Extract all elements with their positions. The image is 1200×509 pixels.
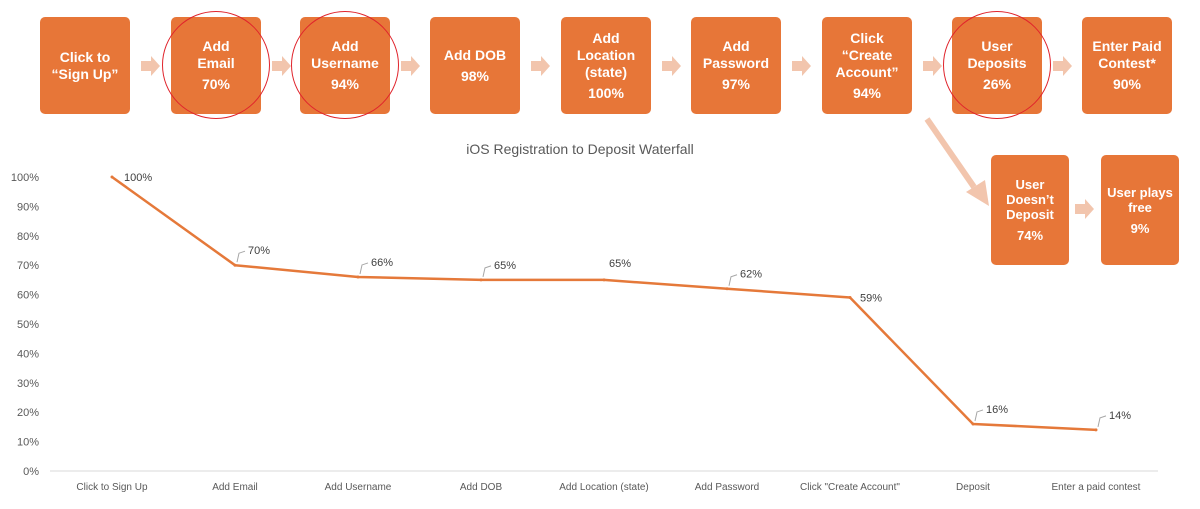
y-tick-label: 100% bbox=[11, 172, 39, 184]
data-point bbox=[725, 287, 729, 291]
y-tick-label: 40% bbox=[17, 348, 39, 360]
funnel-step: Add Location (state) 100% bbox=[561, 17, 651, 114]
leader-line bbox=[1097, 415, 1107, 427]
funnel-step-percent: 98% bbox=[460, 67, 490, 84]
x-tick-label: Add Email bbox=[212, 482, 258, 493]
funnel-step-label: Add DOB bbox=[443, 46, 507, 63]
x-tick-label: Deposit bbox=[956, 482, 990, 493]
leader-line bbox=[482, 265, 492, 278]
funnel-step-label: Add Password bbox=[702, 38, 770, 71]
chart-title: iOS Registration to Deposit Waterfall bbox=[466, 141, 694, 157]
y-tick-label: 20% bbox=[17, 407, 39, 419]
branch-connector bbox=[924, 117, 977, 189]
funnel-step-label: Add Location (state) bbox=[576, 29, 636, 80]
data-label: 65% bbox=[494, 260, 516, 272]
highlight-circle bbox=[291, 11, 399, 119]
data-point bbox=[110, 175, 114, 179]
funnel-step-percent: 94% bbox=[852, 84, 882, 101]
data-label: 100% bbox=[124, 172, 152, 184]
data-point bbox=[602, 278, 606, 282]
funnel-step-percent: 90% bbox=[1112, 76, 1142, 92]
leader-line bbox=[728, 274, 738, 286]
x-tick-label: Add Password bbox=[695, 482, 759, 493]
leader-line bbox=[359, 262, 369, 275]
branch-step: User Doesn’t Deposit 74% bbox=[991, 155, 1069, 265]
data-label: 70% bbox=[248, 245, 270, 257]
data-point bbox=[1094, 428, 1098, 432]
data-label: 66% bbox=[371, 257, 393, 269]
data-label: 65% bbox=[609, 258, 631, 270]
leader-line bbox=[974, 409, 984, 422]
funnel-step: Click to “Sign Up” bbox=[40, 17, 130, 114]
data-label: 14% bbox=[1109, 410, 1131, 422]
leader-line bbox=[236, 250, 246, 263]
funnel-step-label: Click to “Sign Up” bbox=[51, 48, 119, 82]
series-line bbox=[111, 175, 1097, 432]
funnel-step: Add Password 97% bbox=[691, 17, 781, 114]
y-tick-label: 50% bbox=[17, 319, 39, 331]
x-tick-label: Add DOB bbox=[460, 482, 503, 493]
y-tick-label: 10% bbox=[17, 437, 39, 449]
y-tick-label: 0% bbox=[23, 466, 39, 478]
branch-arrow-head bbox=[966, 180, 989, 206]
branch-step-percent: 9% bbox=[1130, 220, 1150, 236]
funnel-step-percent: 97% bbox=[721, 76, 751, 92]
data-point bbox=[971, 422, 975, 426]
data-point bbox=[848, 296, 852, 300]
x-tick-label: Add Location (state) bbox=[559, 482, 649, 493]
funnel-step: Click “Create Account” 94% bbox=[822, 17, 912, 114]
x-tick-label: Click "Create Account" bbox=[800, 482, 900, 493]
y-tick-label: 90% bbox=[17, 201, 39, 213]
data-label: 59% bbox=[860, 293, 882, 305]
funnel-step-label: Click “Create Account” bbox=[835, 29, 899, 80]
branch-step: User plays free 9% bbox=[1101, 155, 1179, 265]
y-tick-label: 60% bbox=[17, 290, 39, 302]
highlight-circle bbox=[162, 11, 270, 119]
y-tick-label: 70% bbox=[17, 260, 39, 272]
highlight-circle bbox=[943, 11, 1051, 119]
x-tick-label: Add Username bbox=[325, 482, 392, 493]
funnel-step-percent: 100% bbox=[588, 84, 624, 101]
branch-step-label: User plays free bbox=[1107, 184, 1173, 215]
data-point bbox=[233, 263, 237, 267]
funnel-step: Add DOB 98% bbox=[430, 17, 520, 114]
branch-step-label: User Doesn’t Deposit bbox=[1006, 177, 1054, 222]
branch-step-percent: 74% bbox=[1016, 228, 1044, 243]
funnel-step: Enter Paid Contest* 90% bbox=[1082, 17, 1172, 114]
y-tick-label: 80% bbox=[17, 231, 39, 243]
data-point bbox=[479, 278, 483, 282]
x-tick-label: Click to Sign Up bbox=[76, 482, 148, 493]
data-point bbox=[356, 275, 360, 279]
x-tick-label: Enter a paid contest bbox=[1052, 482, 1141, 493]
y-tick-label: 30% bbox=[17, 378, 39, 390]
data-label: 16% bbox=[986, 404, 1008, 416]
data-label: 62% bbox=[740, 269, 762, 281]
funnel-step-label: Enter Paid Contest* bbox=[1092, 38, 1162, 71]
